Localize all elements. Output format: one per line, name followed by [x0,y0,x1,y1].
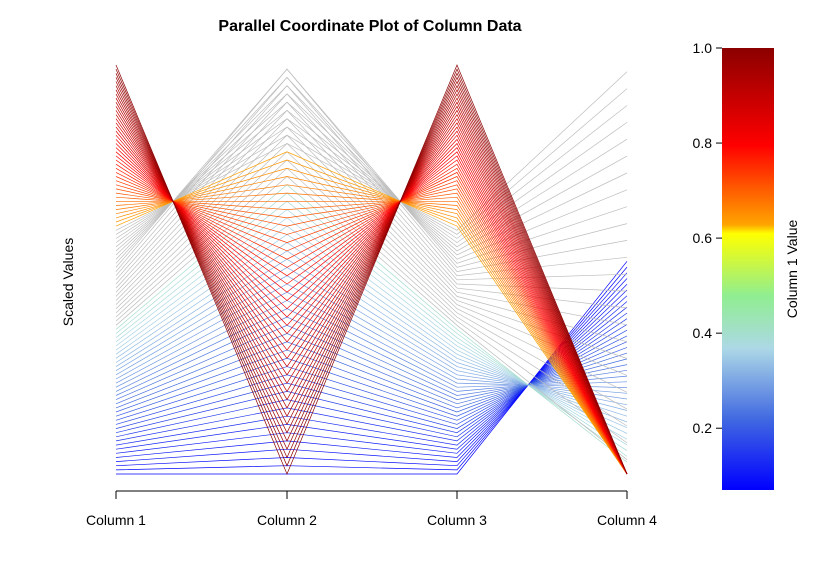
data-line [115,159,628,475]
data-line [115,188,628,475]
data-line [115,184,628,475]
data-line [115,167,628,475]
data-line [115,324,628,429]
data-line [115,118,628,475]
data-line [115,266,628,471]
data-line [115,93,628,256]
data-line [115,97,628,475]
data-line [115,291,628,388]
data-line [115,155,628,475]
data-line [115,85,628,260]
data-line [115,126,628,475]
data-line [115,68,628,268]
data-line [115,163,628,475]
data-line [115,138,628,475]
data-line [115,105,628,475]
data-line [115,329,628,425]
chart-title: Parallel Coordinate Plot of Column Data [218,18,521,35]
x-tick-label: Column 1 [86,512,146,528]
data-line [115,341,628,409]
colorbar-tick-label: 0.8 [693,135,713,151]
x-tick-label: Column 4 [597,512,657,528]
data-line [115,300,628,388]
y-axis-label: Scaled Values [60,238,76,326]
data-line [115,333,628,405]
data-line [115,93,628,475]
data-line [115,101,628,475]
data-line [115,266,628,406]
data-line [115,295,628,450]
data-line [116,200,628,475]
data-line [115,192,628,475]
colorbar-tick-label: 0.6 [693,230,713,246]
data-line [115,250,628,417]
data-line [115,88,628,235]
data-line [115,306,628,442]
data-line [115,109,628,248]
data-line [115,275,628,400]
data-line [115,101,628,252]
data-line [115,347,628,413]
data-line [115,151,628,475]
data-line [115,242,628,423]
data-line [115,335,628,421]
data-line [115,278,628,462]
data-line [115,159,628,475]
data-line [115,284,628,458]
data-line [115,109,628,475]
colorbar [722,48,774,490]
data-line [115,209,628,446]
data-line [115,258,628,411]
data-line [115,84,628,475]
data-line [116,261,628,475]
data-line [115,71,628,231]
data-line [115,80,628,475]
data-line [115,272,628,467]
x-tick-label: Column 2 [257,512,317,528]
data-line [115,72,628,475]
data-line [115,64,628,475]
x-axis: Column 1 Column 2 Column 3 Column 4 [86,490,657,528]
data-line [115,122,628,475]
data-line [115,318,628,434]
data-line [115,134,628,475]
data-line [115,283,628,394]
data-line [115,113,628,475]
data-line [115,316,628,396]
data-line [115,225,628,434]
data-line [115,308,628,392]
data-line [115,341,628,417]
colorbar-label: Column 1 Value [784,220,800,319]
data-line [115,142,628,475]
data-line [115,76,628,264]
colorbar-tick-label: 1.0 [693,40,713,56]
data-line [115,105,628,239]
colorbar-tick-label: 0.4 [693,325,713,341]
data-line [115,130,628,475]
data-line [115,68,628,475]
data-line [115,88,628,475]
data-line [115,176,628,475]
data-lines [115,64,628,475]
data-line [115,196,628,475]
data-line [115,167,628,475]
colorbar-tick-label: 0.2 [693,420,713,436]
data-line [115,147,628,475]
data-line [115,151,628,475]
data-line [115,176,628,475]
data-line [115,192,628,475]
data-line [115,184,628,475]
data-line [115,76,628,475]
x-tick-label: Column 3 [427,512,487,528]
data-line [115,171,628,475]
data-line [115,233,628,429]
colorbar-ticks: 0.2 0.4 0.6 0.8 1.0 [693,40,722,436]
data-line [115,301,628,446]
data-line [115,118,628,244]
data-line [115,312,628,438]
data-line [115,180,628,475]
